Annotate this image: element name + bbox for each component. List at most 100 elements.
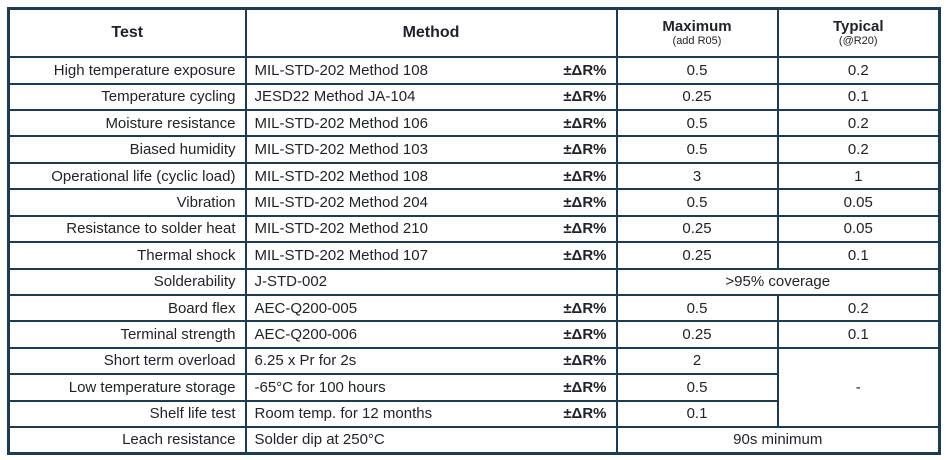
qualification-table: Test Method Maximum (add R05) Typical (@…	[7, 7, 941, 455]
qualification-table-container: Test Method Maximum (add R05) Typical (@…	[7, 7, 941, 455]
method-cell: Solder dip at 250°C	[244, 425, 618, 455]
test-cell: Temperature cycling	[7, 82, 247, 112]
method-cell: MIL-STD-202 Method 103 ±ΔR%	[244, 135, 618, 164]
method-label: -65°C for 100 hours	[254, 378, 386, 396]
method-cell: MIL-STD-202 Method 204 ±ΔR%	[244, 188, 618, 217]
method-label: AEC-Q200-006	[254, 326, 358, 344]
header-maximum-title: Maximum	[662, 18, 732, 36]
delta-label: ±ΔR%	[563, 326, 607, 344]
method-label: MIL-STD-202 Method 103	[254, 141, 428, 159]
method-label: AEC-Q200-005	[254, 299, 358, 317]
method-cell: AEC-Q200-005 ±ΔR%	[244, 293, 618, 323]
test-cell: Biased humidity	[7, 135, 247, 164]
typical-cell: 0.2	[776, 293, 941, 323]
maximum-cell: 0.25	[615, 82, 779, 112]
method-cell: MIL-STD-202 Method 107 ±ΔR%	[244, 241, 618, 270]
test-cell: Low temperature storage	[7, 373, 247, 402]
typical-cell: 1	[776, 161, 941, 191]
typical-cell: 0.05	[776, 188, 941, 217]
method-cell: -65°C for 100 hours ±ΔR%	[244, 373, 618, 402]
table-row: High temperature exposure MIL-STD-202 Me…	[7, 56, 941, 85]
method-label: MIL-STD-202 Method 204	[254, 194, 428, 211]
header-typical-note: (@R20)	[838, 35, 878, 48]
merged-result-cell: >95% coverage	[615, 267, 941, 296]
delta-label: ±ΔR%	[563, 220, 607, 238]
table-row-solderability: Solderability J-STD-002 >95% coverage	[7, 267, 941, 296]
merged-result-cell: 90s minimum	[615, 425, 941, 455]
table-row: Shelf life test Room temp. for 12 months…	[7, 399, 940, 428]
method-cell: MIL-STD-202 Method 108 ±ΔR%	[244, 161, 618, 191]
maximum-cell: 0.25	[615, 320, 779, 349]
method-label: MIL-STD-202 Method 107	[254, 246, 428, 264]
maximum-cell: 0.5	[615, 135, 779, 164]
test-cell: Board flex	[7, 293, 247, 323]
method-label: Solder dip at 250°C	[254, 431, 385, 449]
delta-label: ±ΔR%	[563, 167, 607, 185]
maximum-cell: 0.1	[615, 399, 779, 428]
header-typical: Typical (@R20)	[776, 7, 941, 59]
typical-merged-cell: -	[776, 346, 941, 428]
table-row: Board flex AEC-Q200-005 ±ΔR% 0.5 0.2	[7, 293, 941, 323]
header-method: Method	[244, 7, 618, 59]
delta-label: ±ΔR%	[563, 405, 607, 423]
table-row: Biased humidity MIL-STD-202 Method 103 ±Δ…	[7, 135, 941, 164]
test-cell: Shelf life test	[7, 399, 247, 428]
table-row: Operational life (cyclic load) MIL-STD-2…	[7, 161, 941, 191]
method-label: MIL-STD-202 Method 210	[254, 220, 428, 238]
test-cell: Thermal shock	[7, 241, 247, 270]
typical-cell: 0.1	[776, 241, 941, 270]
header-typical-title: Typical	[832, 18, 884, 36]
delta-label: ±ΔR%	[563, 246, 607, 264]
table-row: Low temperature storage -65°C for 100 ho…	[7, 373, 940, 402]
table-row: Short term overload 6.25 x Pr for 2s ±ΔR%…	[7, 346, 941, 428]
test-cell: Vibration	[7, 188, 247, 217]
table-row: Temperature cycling JESD22 Method JA-104…	[7, 82, 941, 112]
maximum-cell: 2	[615, 346, 779, 376]
test-cell: Resistance to solder heat	[7, 214, 247, 244]
typical-cell: 0.2	[776, 135, 941, 164]
header-maximum: Maximum (add R05)	[615, 7, 779, 59]
delta-label: ±ΔR%	[563, 88, 607, 106]
method-label: J-STD-002	[254, 273, 328, 291]
method-cell: MIL-STD-202 Method 106 ±ΔR%	[244, 109, 618, 138]
maximum-cell: 0.5	[615, 56, 779, 85]
delta-label: ±ΔR%	[563, 61, 607, 79]
header-test: Test	[7, 7, 247, 59]
delta-label: ±ΔR%	[563, 141, 607, 159]
test-cell: Moisture resistance	[7, 109, 247, 138]
method-cell: Room temp. for 12 months ±ΔR%	[244, 399, 618, 428]
method-label: MIL-STD-202 Method 108	[254, 167, 428, 185]
delta-label: ±ΔR%	[563, 352, 607, 370]
delta-label: ±ΔR%	[563, 299, 607, 317]
test-cell: Leach resistance	[7, 425, 247, 455]
method-label: MIL-STD-202 Method 106	[254, 114, 428, 132]
maximum-cell: 0.5	[615, 188, 779, 217]
method-label: Room temp. for 12 months	[254, 405, 433, 423]
method-label: JESD22 Method JA-104	[254, 88, 416, 106]
table-row: Thermal shock MIL-STD-202 Method 107 ±ΔR%…	[7, 241, 941, 270]
test-cell: Short term overload	[7, 346, 247, 376]
typical-cell: 0.2	[776, 56, 941, 85]
maximum-cell: 0.5	[615, 293, 779, 323]
method-cell: AEC-Q200-006 ±ΔR%	[244, 320, 618, 349]
typical-cell: 0.1	[776, 82, 941, 112]
maximum-cell: 0.5	[615, 373, 779, 402]
maximum-cell: 0.5	[615, 109, 779, 138]
delta-label: ±ΔR%	[563, 194, 607, 211]
maximum-cell: 0.25	[615, 214, 779, 244]
header-row: Test Method Maximum (add R05) Typical (@…	[7, 7, 941, 59]
typical-cell: 0.1	[776, 320, 941, 349]
header-maximum-note: (add R05)	[672, 35, 722, 48]
table-row: Resistance to solder heat MIL-STD-202 Me…	[7, 214, 941, 244]
delta-label: ±ΔR%	[563, 378, 607, 396]
method-cell: JESD22 Method JA-104 ±ΔR%	[244, 82, 618, 112]
method-cell: MIL-STD-202 Method 108 ±ΔR%	[244, 56, 618, 85]
test-cell: Solderability	[7, 267, 247, 296]
delta-label: ±ΔR%	[563, 114, 607, 132]
table-row: Terminal strength AEC-Q200-006 ±ΔR% 0.25 …	[7, 320, 941, 349]
maximum-cell: 3	[615, 161, 779, 191]
typical-cell: 0.05	[776, 214, 941, 244]
method-label: 6.25 x Pr for 2s	[254, 352, 357, 370]
table-row-leach: Leach resistance Solder dip at 250°C 90s…	[7, 425, 941, 455]
method-cell: MIL-STD-202 Method 210 ±ΔR%	[244, 214, 618, 244]
